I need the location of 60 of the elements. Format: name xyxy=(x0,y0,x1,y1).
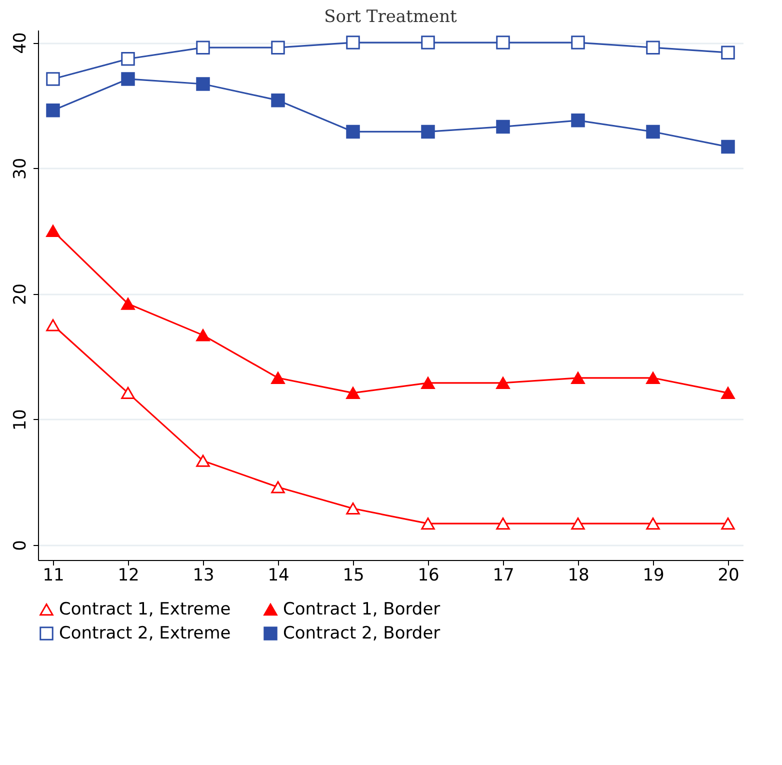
x-tick-label: 15 xyxy=(342,566,364,586)
point xyxy=(271,40,285,54)
point xyxy=(721,386,735,400)
x-tick-label: 13 xyxy=(192,566,214,586)
point xyxy=(46,104,60,118)
point xyxy=(346,36,360,50)
point xyxy=(271,481,285,494)
point xyxy=(496,36,510,50)
y-tick-label: 10 xyxy=(10,409,30,431)
legend-label: Contract 2, Extreme xyxy=(59,624,231,644)
y-tick-label: 20 xyxy=(10,283,30,306)
point xyxy=(571,372,585,384)
x-tick-label: 17 xyxy=(492,566,514,586)
point xyxy=(121,72,135,86)
point xyxy=(421,124,435,139)
y-tick-label: 40 xyxy=(10,32,30,54)
x-tick-label: 20 xyxy=(718,566,740,586)
point xyxy=(46,319,60,332)
point xyxy=(721,140,735,154)
point xyxy=(121,298,135,310)
point xyxy=(196,40,210,54)
point xyxy=(421,376,435,389)
x-tick-label: 18 xyxy=(568,566,590,586)
point xyxy=(571,36,585,50)
point xyxy=(121,52,135,66)
point xyxy=(346,124,360,139)
point xyxy=(196,329,210,342)
x-tick-label: 14 xyxy=(268,566,290,586)
x-tick-label: 11 xyxy=(42,566,64,586)
point xyxy=(196,77,210,91)
point xyxy=(571,114,585,128)
point xyxy=(346,386,360,400)
point xyxy=(196,454,210,467)
point xyxy=(571,518,585,530)
point xyxy=(421,36,435,50)
point xyxy=(496,376,510,389)
point xyxy=(46,72,60,86)
x-tick-label: 12 xyxy=(118,566,140,586)
point xyxy=(421,518,435,530)
point xyxy=(271,372,285,384)
y-tick-label: 0 xyxy=(10,540,30,551)
point xyxy=(46,224,60,237)
chart-title: Sort Treatment xyxy=(324,7,458,27)
legend-label: Contract 1, Extreme xyxy=(59,600,231,620)
point xyxy=(271,93,285,108)
point xyxy=(121,386,135,400)
x-tick-label: 19 xyxy=(642,566,664,586)
x-tick-label: 16 xyxy=(418,566,440,586)
legend-label: Contract 2, Border xyxy=(283,624,440,644)
point xyxy=(646,372,660,384)
y-tick-label: 30 xyxy=(10,158,30,180)
point xyxy=(646,40,660,54)
point xyxy=(721,518,735,530)
point xyxy=(496,518,510,530)
legend-label: Contract 1, Border xyxy=(283,600,440,620)
point xyxy=(346,502,360,515)
point xyxy=(646,518,660,530)
point xyxy=(496,120,510,134)
point xyxy=(721,46,735,60)
point xyxy=(646,124,660,139)
